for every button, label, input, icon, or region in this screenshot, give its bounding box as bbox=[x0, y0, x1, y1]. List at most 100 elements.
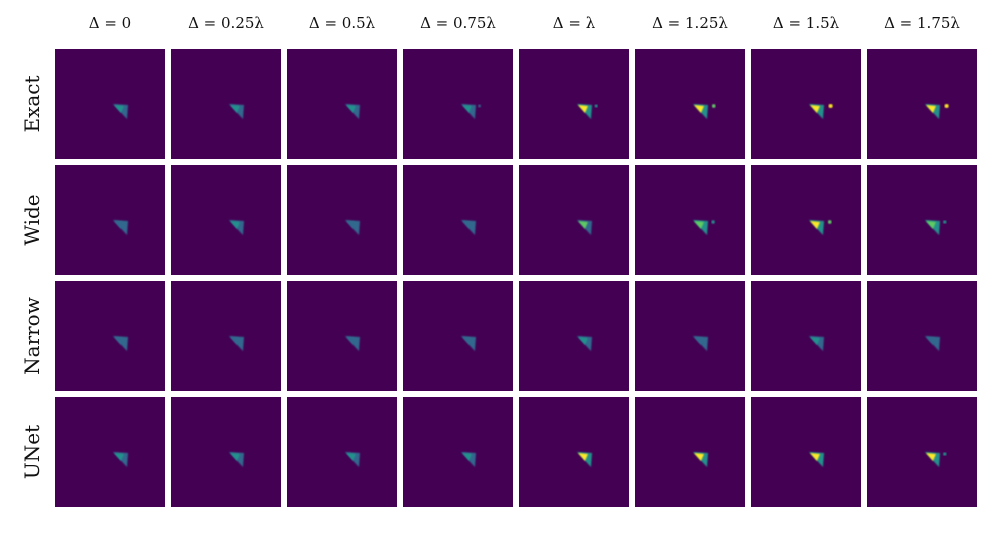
heatmap-panel bbox=[635, 397, 745, 507]
triangle-core bbox=[810, 453, 820, 461]
panel-plot bbox=[113, 336, 128, 351]
heatmap-panel bbox=[287, 397, 397, 507]
heatmap-panel bbox=[519, 49, 629, 159]
heatmap-panel bbox=[519, 397, 629, 507]
row-label: Wide bbox=[20, 194, 44, 246]
panel-plot bbox=[345, 336, 360, 351]
heatmap-panel bbox=[403, 281, 513, 391]
triangle-core bbox=[578, 105, 588, 113]
heatmap-panel bbox=[635, 49, 745, 159]
triangle-core bbox=[578, 221, 588, 229]
panel-plot bbox=[693, 336, 708, 351]
panel-plot bbox=[113, 452, 128, 467]
triangle-core bbox=[462, 453, 472, 461]
triangle-core bbox=[694, 453, 704, 461]
column-header: Δ = 1.25λ bbox=[652, 14, 728, 32]
panel-plot bbox=[925, 452, 947, 467]
heatmap-panel bbox=[287, 165, 397, 275]
heatmap-panel bbox=[751, 165, 861, 275]
side-spot bbox=[827, 220, 832, 224]
heatmap-panel bbox=[403, 397, 513, 507]
triangle-core bbox=[346, 453, 356, 461]
column-header: Δ = 0.25λ bbox=[188, 14, 264, 32]
row-label: Narrow bbox=[20, 297, 44, 375]
side-spot bbox=[943, 220, 947, 224]
column-header: Δ = 0.75λ bbox=[420, 14, 496, 32]
panel-plot bbox=[229, 452, 244, 467]
side-spot bbox=[478, 104, 481, 108]
triangle-core bbox=[114, 105, 124, 113]
panel-plot bbox=[577, 452, 592, 467]
panel-plot bbox=[809, 336, 824, 351]
heatmap-panel bbox=[867, 165, 977, 275]
column-header: Δ = 1.75λ bbox=[884, 14, 960, 32]
panel-plot bbox=[693, 104, 716, 119]
panel-plot bbox=[577, 220, 592, 235]
heatmap-panel bbox=[171, 281, 281, 391]
panel-plot bbox=[229, 104, 244, 119]
heatmap-panel bbox=[287, 49, 397, 159]
column-header: Δ = 0.5λ bbox=[308, 14, 376, 32]
side-spot bbox=[711, 220, 715, 224]
panel-plot bbox=[577, 104, 598, 119]
triangle-core bbox=[810, 105, 820, 113]
triangle-core bbox=[694, 221, 704, 229]
side-spot bbox=[828, 103, 833, 109]
panel-plot bbox=[809, 452, 824, 467]
column-header: Δ = 0 bbox=[88, 14, 132, 32]
heatmap-panel bbox=[635, 281, 745, 391]
triangle-core bbox=[926, 105, 936, 113]
triangle-core bbox=[346, 337, 356, 345]
triangle-core bbox=[926, 221, 936, 229]
heatmap-panel bbox=[751, 397, 861, 507]
triangle-core bbox=[230, 337, 240, 345]
side-spot bbox=[711, 104, 716, 108]
triangle-core bbox=[230, 453, 240, 461]
panel-plot bbox=[577, 336, 592, 351]
triangle-core bbox=[114, 337, 124, 345]
heatmap-panel bbox=[519, 281, 629, 391]
heatmap-panel bbox=[55, 49, 165, 159]
heatmap-panel bbox=[403, 165, 513, 275]
side-spot bbox=[943, 452, 947, 456]
panel-plot bbox=[461, 336, 476, 351]
heatmap-panel bbox=[287, 281, 397, 391]
triangle-core bbox=[578, 337, 588, 345]
panel-plot bbox=[229, 220, 244, 235]
panel-plot bbox=[809, 220, 832, 235]
panel-plot bbox=[461, 452, 476, 467]
panel-plot bbox=[925, 336, 940, 351]
heatmap-panel bbox=[403, 49, 513, 159]
column-header: Δ = 1.5λ bbox=[772, 14, 840, 32]
row-label: Exact bbox=[20, 75, 44, 133]
triangle-core bbox=[346, 105, 356, 113]
heatmap-panel bbox=[867, 397, 977, 507]
triangle-core bbox=[462, 337, 472, 345]
triangle-core bbox=[230, 221, 240, 229]
heatmap-panel bbox=[55, 281, 165, 391]
heatmap-panel bbox=[751, 49, 861, 159]
triangle-core bbox=[578, 453, 588, 461]
triangle-core bbox=[926, 453, 936, 461]
panel-plot bbox=[461, 220, 476, 235]
panel-plot bbox=[345, 452, 360, 467]
triangle-core bbox=[810, 221, 820, 229]
panel-plot bbox=[113, 104, 128, 119]
heatmap-panel bbox=[519, 165, 629, 275]
panel-plot bbox=[809, 103, 833, 119]
triangle-core bbox=[114, 221, 124, 229]
heatmap-panel bbox=[55, 165, 165, 275]
row-label: UNet bbox=[20, 424, 44, 480]
panel-plot bbox=[461, 104, 481, 119]
panel-plot bbox=[693, 220, 715, 235]
triangle-core bbox=[694, 337, 704, 345]
heatmap-panel bbox=[171, 49, 281, 159]
panel-plot bbox=[693, 452, 708, 467]
heatmap-panel bbox=[171, 397, 281, 507]
heatmap-panel bbox=[171, 165, 281, 275]
triangle-core bbox=[810, 337, 820, 345]
triangle-core bbox=[462, 221, 472, 229]
column-header: Δ = λ bbox=[552, 14, 596, 32]
side-spot bbox=[594, 104, 598, 108]
